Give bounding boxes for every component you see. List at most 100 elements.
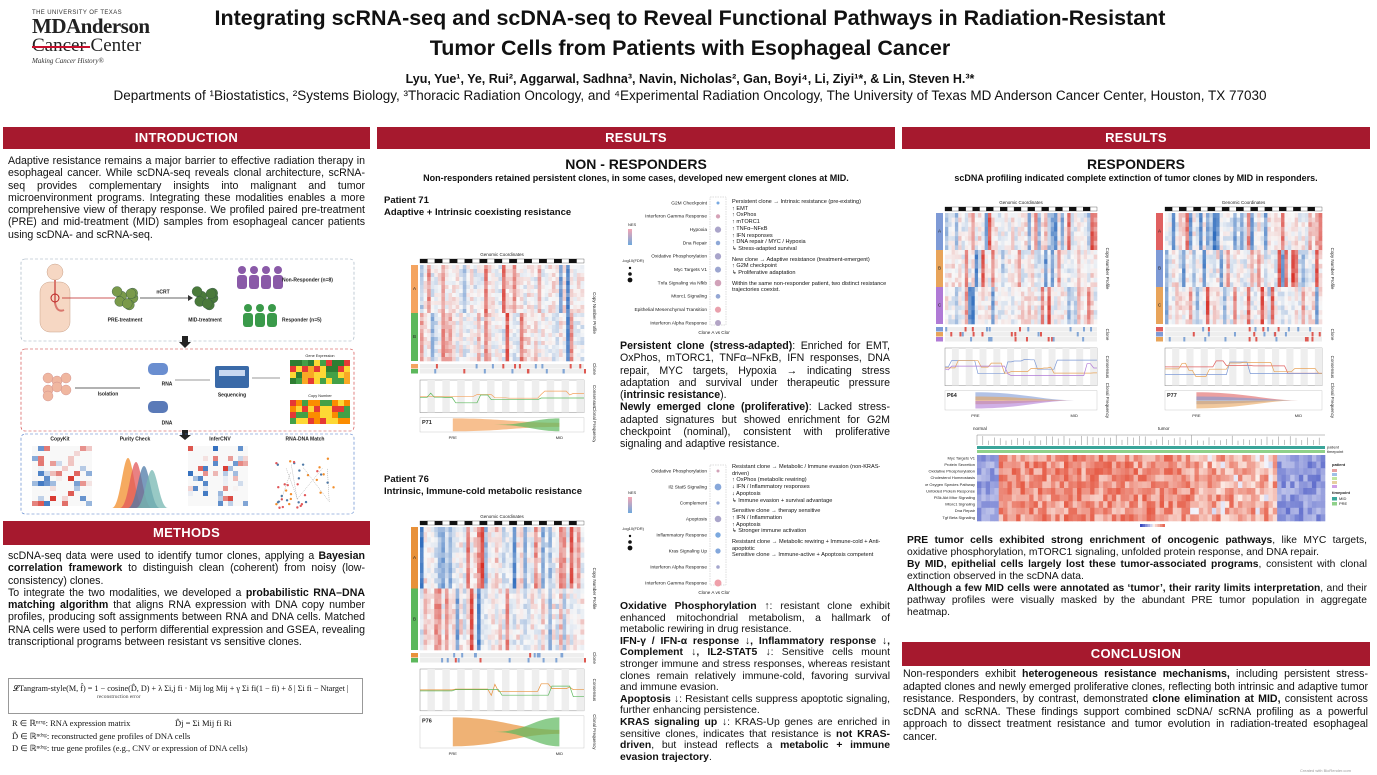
- heatmap-cell: [441, 619, 446, 625]
- heatmap-cell: [984, 310, 989, 316]
- heatmap-cell: [987, 213, 992, 218]
- heatmap-cell: [551, 588, 556, 594]
- heatmap-cell: [1083, 296, 1088, 302]
- heatmap-cell: [459, 614, 464, 620]
- heatmap-cell: [502, 313, 506, 318]
- frequency-area: [975, 400, 1075, 409]
- mini-heatmap-cell: [213, 466, 218, 471]
- heatmap-cell: [1291, 282, 1295, 288]
- heatmap-cell: [1205, 273, 1210, 279]
- heatmap-cell: [1253, 287, 1258, 292]
- heatmap-cell: [441, 573, 446, 579]
- heatmap-cell: [1011, 319, 1015, 325]
- heatmap-cell: [562, 542, 567, 548]
- heatmap-cell: [971, 310, 976, 316]
- heatmap-cell: [448, 321, 453, 326]
- heatmap-cell: [491, 527, 496, 533]
- mini-heatmap-cell: [290, 400, 296, 406]
- heatmap-cell: [534, 325, 538, 330]
- heatmap-cell: [1260, 226, 1265, 232]
- heatmap-cell: [530, 573, 535, 579]
- heatmap-cell: [544, 333, 549, 338]
- match-line: [291, 464, 298, 499]
- heatmap-cell: [1073, 314, 1078, 320]
- heatmap-cell: [1007, 268, 1012, 274]
- heatmap-cell: [459, 527, 464, 533]
- heatmap-cell: [462, 583, 467, 589]
- pathway-label: Mtorc1 Signaling: [671, 294, 707, 300]
- heatmap-cell: [1233, 277, 1237, 283]
- mini-heatmap-cell: [38, 501, 44, 506]
- heatmap-cell: [1165, 226, 1169, 232]
- clone-label: B: [413, 616, 416, 621]
- heatmap-cell: [1070, 250, 1075, 255]
- mini-heatmap-cell: [86, 476, 92, 481]
- section-heading: INTRODUCTION: [3, 127, 370, 149]
- heatmap-cell: [1083, 282, 1088, 288]
- heatmap-cell: [1093, 217, 1098, 223]
- heatmap-cell: [1195, 213, 1200, 218]
- heatmap-cell: [434, 345, 439, 350]
- heatmap-cell: [494, 357, 499, 362]
- heatmap-cell: [1199, 277, 1203, 283]
- heatmap-cell: [516, 265, 521, 270]
- heatmap-cell: [430, 537, 435, 543]
- heatmap-cell: [430, 542, 435, 548]
- heatmap-cell: [991, 217, 995, 223]
- heatmap-cell: [1281, 268, 1285, 274]
- heatmap-cell: [444, 341, 449, 346]
- heatmap-cell: [1007, 319, 1012, 325]
- mini-heatmap-cell: [86, 491, 92, 496]
- heatmap-cell: [1223, 240, 1227, 246]
- clone-key: [411, 653, 418, 658]
- heatmap-cell: [541, 547, 546, 553]
- heatmap-cell: [954, 268, 959, 274]
- heatmap-cell: [509, 624, 513, 630]
- heatmap-cell: [1027, 245, 1032, 251]
- heatmap-cell: [978, 310, 982, 316]
- sequencer: [215, 366, 249, 388]
- heatmap-cell: [430, 309, 435, 314]
- mini-heatmap-cell: [296, 378, 302, 384]
- mini-heatmap-cell: [243, 496, 248, 501]
- heatmap-cell: [1301, 254, 1306, 260]
- chromosome-band: [1271, 206, 1280, 212]
- mini-heatmap-cell: [193, 476, 198, 481]
- heatmap-cell: [1168, 263, 1173, 269]
- heatmap-cell: [1291, 254, 1295, 260]
- heatmap-cell: [580, 317, 585, 322]
- heatmap-cell: [1165, 277, 1169, 283]
- heatmap-cell: [544, 547, 549, 553]
- heatmap-cell: [1291, 217, 1295, 223]
- heatmap-cell: [1054, 231, 1058, 237]
- mini-heatmap-cell: [38, 486, 44, 491]
- heatmap-cell: [548, 309, 553, 314]
- chromosome-band: [1013, 206, 1022, 212]
- heatmap-cell: [961, 226, 966, 232]
- heatmap-cell: [945, 245, 949, 251]
- mini-heatmap-cell: [213, 456, 218, 461]
- clone-strip-cell: [972, 332, 975, 337]
- heatmap-cell: [1050, 226, 1055, 232]
- heatmap-cell: [1175, 213, 1179, 218]
- heatmap-cell: [516, 285, 521, 290]
- heatmap-cell: [1060, 240, 1065, 246]
- mini-heatmap-cell: [296, 360, 302, 366]
- heatmap-cell: [551, 562, 556, 569]
- heatmap-cell: [576, 624, 581, 630]
- heatmap-cell: [459, 542, 464, 548]
- heatmap-cell: [469, 337, 474, 342]
- heatmap-cell: [562, 345, 567, 350]
- mini-heatmap-cell: [338, 372, 344, 378]
- heatmap-cell: [1199, 282, 1203, 288]
- heatmap-cell: [427, 629, 431, 635]
- heatmap-cell: [981, 236, 985, 242]
- heatmap-cell: [1017, 277, 1022, 283]
- heatmap-cell: [502, 281, 506, 286]
- scatter-point: [289, 460, 292, 463]
- heatmap-cell: [1263, 240, 1268, 246]
- heatmap-cell: [516, 353, 521, 358]
- heatmap-cell: [466, 353, 471, 358]
- heatmap-cell: [473, 289, 478, 294]
- heatmap-cell: [1253, 259, 1258, 265]
